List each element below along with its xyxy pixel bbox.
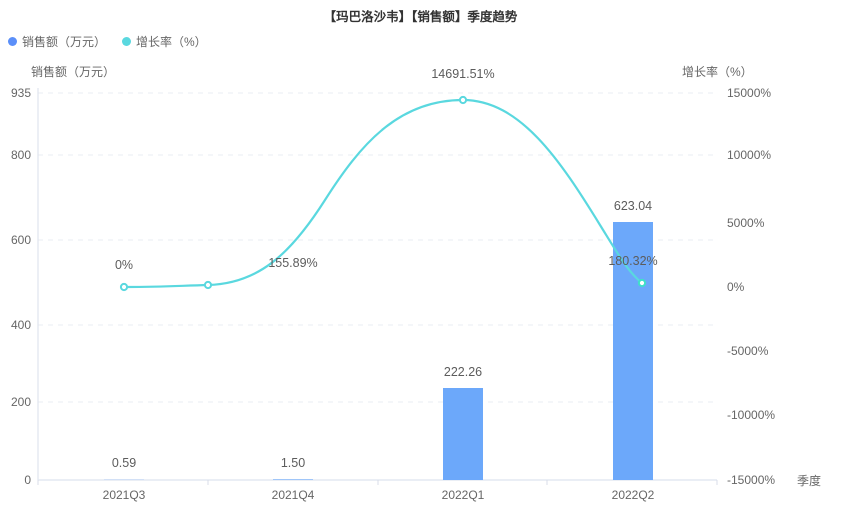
bar-series — [104, 222, 653, 480]
y-right-tick-15000: 15000% — [727, 86, 772, 100]
bar-value-label-2021Q3: 0.59 — [111, 456, 137, 470]
y-right-tick--10000: -10000% — [727, 408, 776, 422]
growth-line — [122, 98, 644, 289]
x-tick-label-2021Q4: 2021Q4 — [271, 488, 315, 502]
y-right-tick-0: 0% — [727, 280, 745, 294]
chart-title: 【玛巴洛沙韦】【销售额】季度趋势 — [323, 10, 518, 24]
legend-dot-growth-icon — [122, 37, 132, 46]
x-axis-title: 季度 — [797, 474, 822, 488]
line-points — [119, 95, 647, 292]
bar-2022Q1[interactable] — [443, 388, 483, 480]
line-value-label-2021Q4: 155.89% — [268, 256, 318, 270]
legend-item-sales[interactable]: 销售额（万元） — [8, 33, 106, 50]
y-left-tick-800: 800 — [10, 148, 31, 162]
line-value-label-2022Q2: 180.32% — [608, 254, 658, 268]
x-axis-ticks — [37, 480, 718, 485]
y-left-tick-200: 200 — [10, 395, 31, 409]
y-left-tick-0: 0 — [24, 473, 31, 487]
y-axis-left-title: 销售额（万元） — [31, 65, 116, 79]
line-point-2022Q2[interactable] — [637, 278, 647, 288]
legend-label-growth: 增长率（%） — [136, 35, 207, 49]
bar-2021Q4[interactable] — [273, 479, 313, 480]
gridlines — [38, 92, 717, 403]
y-right-tick--15000: -15000% — [727, 473, 776, 487]
x-tick-label-2021Q3: 2021Q3 — [102, 488, 146, 502]
y-left-tick-600: 600 — [10, 233, 31, 247]
y-right-tick-10000: 10000% — [727, 148, 772, 162]
line-value-label-2021Q3: 0% — [114, 258, 134, 272]
line-point-2022Q1[interactable] — [458, 95, 468, 105]
line-point-2021Q4[interactable] — [203, 280, 213, 290]
legend-label-sales: 销售额（万元） — [22, 35, 107, 49]
y-axis-right-title: 增长率（%） — [682, 65, 753, 79]
bar-value-label-2021Q4: 1.50 — [280, 456, 306, 470]
legend-dot-sales-icon — [8, 37, 17, 46]
bar-value-label-2022Q1: 222.26 — [443, 365, 483, 379]
bar-value-label-2022Q2: 623.04 — [613, 199, 653, 213]
x-tick-label-2022Q1: 2022Q1 — [441, 488, 485, 502]
bar-2022Q2[interactable] — [613, 222, 653, 480]
y-left-tick-400: 400 — [10, 318, 31, 332]
line-point-2021Q3[interactable] — [119, 282, 129, 292]
legend-item-growth[interactable]: 增长率（%） — [122, 33, 207, 50]
line-value-label-2022Q1: 14691.51% — [431, 67, 495, 81]
x-tick-label-2022Q2: 2022Q2 — [611, 488, 655, 502]
y-left-tick-935: 935 — [10, 86, 31, 100]
chart-legend: 销售额（万元） 增长率（%） — [8, 33, 207, 50]
y-right-tick-5000: 5000% — [727, 216, 765, 230]
y-right-tick--5000: -5000% — [727, 344, 769, 358]
